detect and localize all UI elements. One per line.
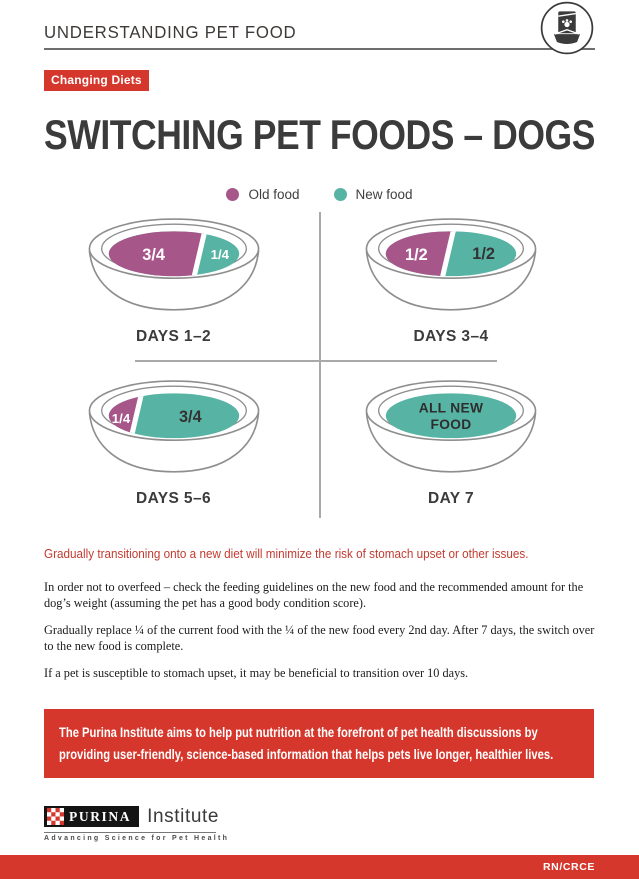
bowl-cell-days-1-2: 3/4 1/4 DAYS 1–2 [14, 210, 333, 362]
body-copy: In order not to overfeed – check the fee… [44, 579, 595, 681]
bowl-label: DAYS 3–4 [413, 328, 489, 345]
purina-wordmark: PURINA [69, 808, 132, 824]
highlight-sentence: Gradually transitioning onto a new diet … [44, 546, 529, 561]
bowl-label: DAYS 5–6 [135, 490, 211, 507]
fraction-new: 3/4 [178, 408, 201, 426]
legend-label-old: Old food [248, 187, 300, 202]
institute-wordmark: Institute [147, 805, 220, 827]
footer-code: RN/CRCE [542, 861, 595, 873]
old-food-dot-icon [226, 188, 240, 201]
fraction-old: 1/2 [405, 246, 428, 264]
bowl-cell-days-3-4: 1/2 1/2 DAYS 3–4 [291, 210, 611, 362]
legend-item-old-food: Old food [226, 187, 300, 202]
tagline-rule [44, 831, 216, 833]
bowl-cell-day-7: ALL NEW FOOD DAY 7 [291, 362, 611, 520]
paragraph-2: Gradually replace ¼ of the current food … [44, 622, 595, 654]
bowl-cell-days-5-6: 1/4 3/4 DAYS 5–6 [14, 362, 333, 520]
fraction-old: 3/4 [142, 246, 165, 264]
legend-label-new: New food [355, 187, 413, 202]
callout-text: The Purina Institute aims to help put nu… [59, 725, 554, 762]
paragraph-3: If a pet is susceptible to stomach upset… [44, 665, 469, 680]
new-food-dot-icon [333, 188, 347, 201]
vertical-divider [319, 212, 321, 518]
bowl-label: DAY 7 [428, 490, 474, 507]
bowl-label: DAYS 1–2 [135, 328, 211, 345]
tagline: Advancing Science for Pet Health [44, 834, 230, 842]
bowl-graphic-days-5-6: 1/4 3/4 [88, 380, 259, 473]
header-divider [44, 48, 595, 50]
callout-box: The Purina Institute aims to help put nu… [44, 709, 594, 778]
bowl-graphic-days-1-2: 3/4 1/4 [88, 218, 259, 311]
bowl-graphic-day-7: ALL NEW FOOD [365, 380, 537, 473]
purina-logo-box: PURINA [44, 806, 140, 828]
page-title: SWITCHING PET FOODS – DOGS [44, 111, 595, 158]
bowl-diagram: 3/4 1/4 DAYS 1–2 1/2 1/2 [0, 210, 639, 520]
header-title: UNDERSTANDING PET FOOD [44, 22, 297, 42]
all-new-food-line2: FOOD [431, 417, 472, 432]
purina-institute-logo: PURINA Institute Advancing Science for P… [44, 806, 595, 842]
section-badge: Changing Diets [44, 70, 149, 91]
legend: Old food New food [44, 187, 595, 202]
horizontal-divider [135, 360, 497, 362]
purina-checkerboard-icon [47, 808, 64, 826]
page-header: UNDERSTANDING PET FOOD [44, 0, 595, 55]
footer-bar: RN/CRCE [0, 855, 639, 879]
all-new-food-line1: ALL NEW [419, 401, 484, 416]
pet-food-bag-and-bowl-icon [539, 0, 595, 61]
fraction-new: 1/4 [210, 247, 229, 262]
legend-item-new-food: New food [333, 187, 413, 202]
paragraph-1: In order not to overfeed – check the fee… [44, 580, 584, 611]
bowl-graphic-days-3-4: 1/2 1/2 [365, 218, 537, 311]
fraction-new: 1/2 [472, 245, 495, 263]
fraction-old: 1/4 [111, 411, 130, 426]
